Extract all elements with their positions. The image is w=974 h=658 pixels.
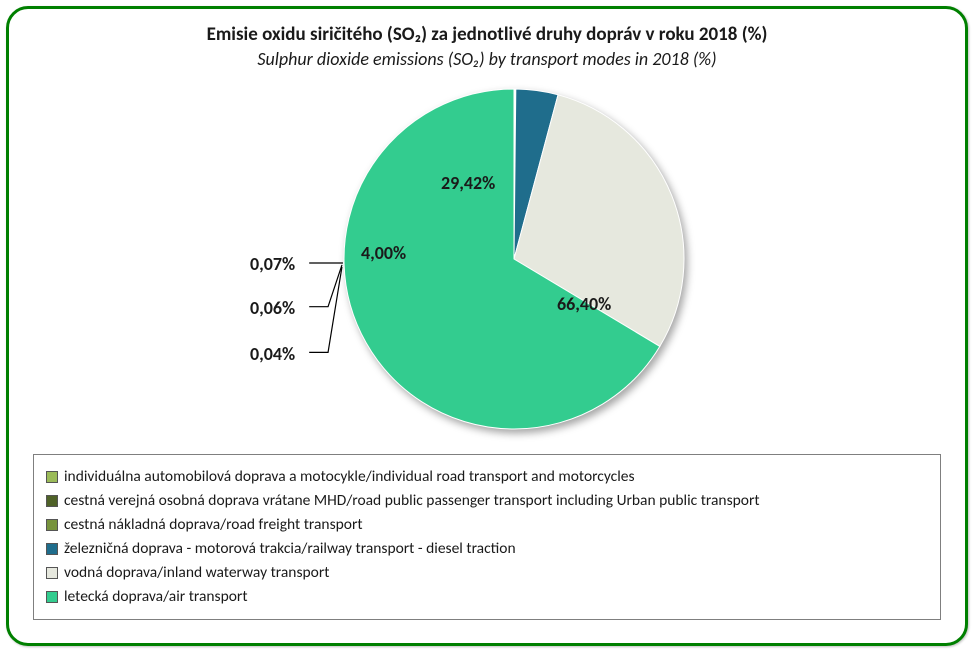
legend-item: železničná doprava - motorová trakcia/ra… <box>46 537 928 561</box>
legend-label: individuálna automobilová doprava a moto… <box>64 465 635 489</box>
legend-item: vodná doprava/inland waterway transport <box>46 561 928 585</box>
chart-subtitle: Sulphur dioxide emissions (SO₂) by trans… <box>33 48 941 70</box>
pie-chart-area: 0,07% 0,06% 0,04% 4,00% 29,42% 66,40% <box>33 70 941 450</box>
legend-swatch <box>46 519 58 531</box>
legend-swatch <box>46 495 58 507</box>
pie-label-5: 66,40% <box>557 293 611 315</box>
chart-title: Emisie oxidu siričitého (SO₂) za jednotl… <box>33 23 941 46</box>
pie-label-4: 29,42% <box>441 172 495 194</box>
legend-swatch <box>46 543 58 555</box>
legend-item: letecká doprava/air transport <box>46 585 928 609</box>
legend-item: cestná nákladná doprava/road freight tra… <box>46 513 928 537</box>
legend-swatch <box>46 567 58 579</box>
legend-item: individuálna automobilová doprava a moto… <box>46 465 928 489</box>
legend-label: vodná doprava/inland waterway transport <box>64 561 329 585</box>
legend-item: cestná verejná osobná doprava vrátane MH… <box>46 489 928 513</box>
pie-label-0: 0,07% <box>250 253 295 275</box>
pie-label-1: 0,04% <box>250 343 295 365</box>
chart-frame: Emisie oxidu siričitého (SO₂) za jednotl… <box>6 6 968 646</box>
legend-label: letecká doprava/air transport <box>64 585 248 609</box>
pie-label-2: 0,06% <box>250 297 295 319</box>
pie-label-3: 4,00% <box>361 242 406 264</box>
title-block: Emisie oxidu siričitého (SO₂) za jednotl… <box>33 23 941 70</box>
legend-swatch <box>46 471 58 483</box>
legend-label: železničná doprava - motorová trakcia/ra… <box>64 537 516 561</box>
legend-label: cestná verejná osobná doprava vrátane MH… <box>64 489 760 513</box>
legend-swatch <box>46 591 58 603</box>
legend-label: cestná nákladná doprava/road freight tra… <box>64 513 363 537</box>
legend: individuálna automobilová doprava a moto… <box>33 454 941 620</box>
